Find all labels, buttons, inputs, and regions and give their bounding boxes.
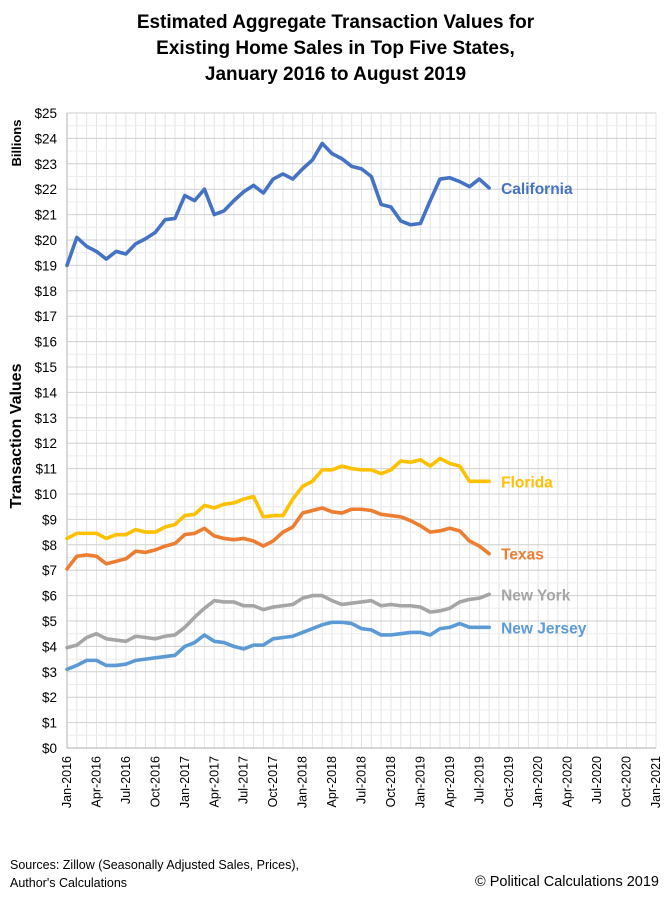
y-tick-label: $2 [42, 690, 57, 705]
credit: © Political Calculations 2019 [475, 874, 659, 890]
y-tick-label: $13 [34, 411, 57, 426]
y-tick-label: $6 [42, 589, 57, 604]
x-tick-label: Jul-2019 [472, 756, 486, 804]
new-jersey-line [65, 620, 491, 672]
florida-line [65, 456, 491, 541]
y-tick-label: $18 [34, 284, 57, 299]
california-line [65, 141, 491, 268]
y-tick-label: $21 [34, 208, 57, 223]
chart-title-line-1: Estimated Aggregate Transaction Values f… [136, 12, 535, 33]
y-tick-label: $23 [34, 157, 57, 172]
y-tick-label: $0 [42, 741, 57, 756]
texas-label: Texas [501, 547, 544, 564]
x-tick-label: Apr-2019 [443, 756, 457, 807]
x-tick-label: Apr-2016 [89, 756, 103, 807]
y-tick-label: $10 [34, 487, 57, 502]
y-tick-label: $19 [34, 258, 57, 273]
y-tick-label: $11 [35, 462, 57, 477]
y-tick-label: $25 [34, 106, 57, 121]
texas-line [65, 506, 491, 571]
y-tick-label: $17 [34, 309, 57, 324]
y-tick-label: $1 [42, 716, 57, 731]
x-tick-label: Jan-2018 [296, 756, 310, 808]
y-tick-label: $14 [34, 385, 57, 400]
new-york-line [65, 592, 491, 650]
chart-title-line-2: Existing Home Sales in Top Five States, [156, 38, 515, 59]
new-york-label: New York [501, 587, 571, 604]
x-tick-label: Jul-2018 [355, 756, 369, 804]
x-tick-label: Jul-2017 [237, 756, 251, 804]
y-tick-label: $4 [42, 639, 58, 654]
chart-title: Estimated Aggregate Transaction Values f… [0, 10, 671, 88]
series-labels: California Florida Texas New York New Jersey [501, 181, 587, 637]
y-tick-label: $9 [42, 512, 57, 527]
y-axis-title: Transaction Values [8, 363, 25, 508]
y-tick-label: $16 [34, 335, 57, 350]
chart-title-line-3: January 2016 to August 2019 [204, 64, 467, 85]
y-tick-label: $12 [34, 436, 57, 451]
california-label: California [501, 181, 573, 198]
x-tick-label: Jul-2016 [119, 756, 133, 804]
x-tick-label: Jan-2016 [60, 756, 74, 808]
new-jersey-label: New Jersey [501, 620, 587, 637]
x-tick-label: Oct-2016 [148, 756, 162, 807]
y-tick-label: $22 [34, 182, 57, 197]
florida-label: Florida [501, 474, 553, 491]
x-tick-label: Jul-2020 [590, 756, 604, 804]
x-tick-label: Oct-2020 [620, 756, 634, 807]
source-line-2: Author's Calculations [10, 876, 128, 890]
x-tick-label: Oct-2019 [502, 756, 516, 807]
x-tick-label: Jan-2017 [178, 756, 192, 808]
x-tick-label: Jan-2019 [413, 756, 427, 808]
x-tick-label: Oct-2017 [266, 756, 280, 807]
y-tick-labels: $0 $1 $2 $3 $4 $5 $6 $7 $8 $9 $10 $11 $12 $13 $14 $15 $1… [34, 106, 57, 756]
x-tick-label: Oct-2018 [384, 756, 398, 807]
x-tick-label: Jan-2021 [649, 756, 663, 808]
y-tick-label: $20 [34, 233, 57, 248]
y-tick-label: $15 [34, 360, 57, 375]
x-tick-label: Apr-2018 [325, 756, 339, 807]
y-tick-label: $3 [42, 665, 57, 680]
source-note: Sources: Zillow (Seasonally Adjusted Sal… [10, 856, 299, 892]
series-lines [65, 141, 491, 672]
y-tick-label: $8 [42, 538, 57, 553]
y-unit-label: Billions [9, 120, 24, 167]
x-tick-label: Jan-2020 [531, 756, 545, 808]
minor-gridlines [66, 113, 657, 748]
y-tick-label: $24 [34, 131, 57, 146]
x-tick-label: Apr-2020 [561, 756, 575, 807]
source-line-1: Sources: Zillow (Seasonally Adjusted Sal… [10, 858, 300, 872]
y-tick-label: $5 [42, 614, 57, 629]
y-tick-label: $7 [42, 563, 57, 578]
x-tick-label: Apr-2017 [207, 756, 221, 807]
chart-axes [66, 113, 656, 749]
x-tick-labels: Jan-2016 Apr-2016 Jul-2016 Oct-2016 Jan-2017… [60, 756, 663, 808]
